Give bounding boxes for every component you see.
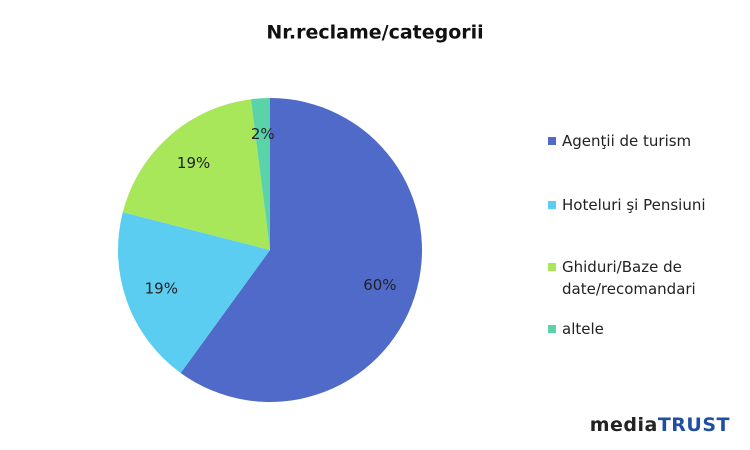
chart-title: Nr.reclame/categorii — [266, 22, 483, 44]
data-label: 19% — [145, 280, 178, 298]
logo-part: media — [589, 414, 658, 436]
legend-item: Agenţii de turism — [548, 130, 727, 152]
pie-slice — [180, 98, 422, 402]
legend-label: altele — [562, 320, 604, 338]
legend-label: Ghiduri/Baze de date/recomandari — [562, 258, 696, 298]
legend-swatch — [548, 201, 556, 209]
legend-swatch — [548, 137, 556, 145]
data-label: 2% — [251, 125, 275, 143]
legend-item: Hoteluri şi Pensiuni — [548, 194, 727, 216]
pie-slice — [118, 212, 271, 373]
legend-item: Ghiduri/Baze de date/recomandari — [548, 256, 727, 300]
data-label: 19% — [177, 154, 210, 172]
pie-slice — [122, 99, 270, 250]
logo: mediaTRUST — [590, 414, 730, 436]
logo-part: TRUST — [657, 414, 730, 436]
legend-item: altele — [548, 318, 727, 340]
data-label: 60% — [363, 276, 396, 294]
legend-label: Hoteluri şi Pensiuni — [562, 196, 706, 214]
legend-swatch — [548, 325, 556, 333]
legend-swatch — [548, 263, 556, 271]
legend-label: Agenţii de turism — [562, 132, 692, 150]
pie-slice — [250, 98, 270, 250]
